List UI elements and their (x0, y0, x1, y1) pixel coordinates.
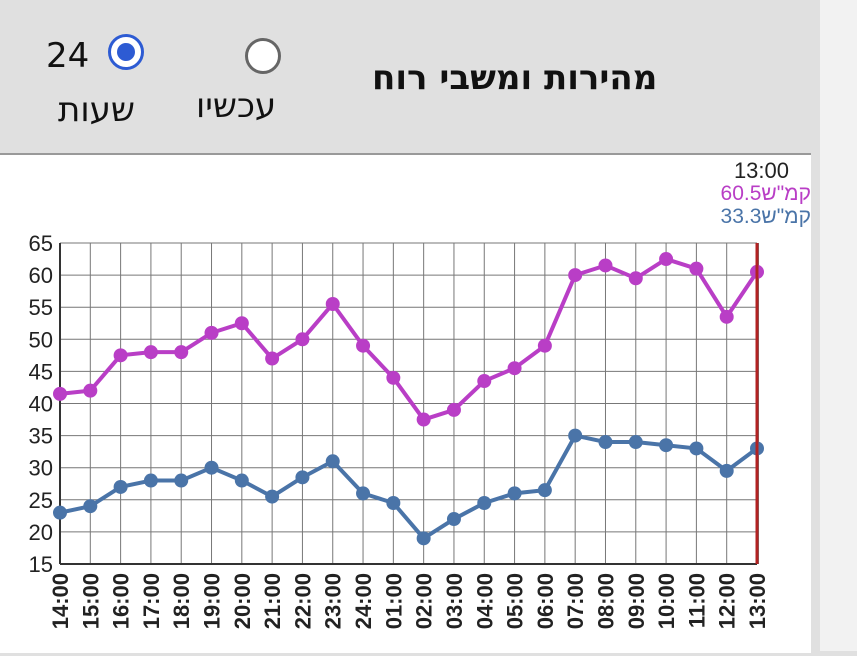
x-tick-label: 10:00 (654, 573, 679, 629)
radio-label-24h-hours[interactable]: שעות (58, 90, 135, 130)
radio-label-now[interactable]: עכשיו (196, 86, 277, 126)
x-tick-label: 09:00 (624, 573, 649, 629)
x-tick-label: 22:00 (290, 573, 315, 629)
current-gust-label: 60.5קמ"ש (721, 182, 811, 205)
chart-series (53, 243, 764, 564)
header-bar: מהירות ומשבי רוח עכשיו 24 שעות (0, 0, 820, 152)
page-title: מהירות ומשבי רוח (372, 58, 658, 98)
data-point (568, 268, 583, 283)
data-point (689, 261, 704, 276)
data-point (265, 489, 280, 504)
x-tick-label: 15:00 (78, 573, 103, 629)
x-tick-label: 13:00 (745, 573, 770, 629)
data-point (325, 454, 340, 469)
wind-chart: 65 60 55 50 45 40 35 30 25 20 15 14:00 15:00 16:00 17… (29, 158, 811, 629)
data-point (507, 486, 522, 501)
data-point (416, 531, 431, 546)
chart-grid (59, 242, 760, 565)
x-tick-label: 04:00 (472, 573, 497, 629)
x-axis-ticks: 14:00 15:00 16:00 17:00 18:00 19:00 20:00 21:00… (48, 573, 770, 629)
x-tick-label: 02:00 (412, 573, 437, 629)
series-line (59, 433, 759, 541)
data-point (659, 252, 674, 267)
scroll-strip (820, 0, 857, 651)
data-point (174, 345, 189, 360)
data-point (446, 512, 461, 527)
data-point (83, 383, 98, 398)
radio-button-now[interactable] (245, 38, 281, 74)
data-point (53, 386, 67, 401)
data-point (477, 496, 492, 511)
data-point (143, 345, 158, 360)
x-tick-label: 07:00 (563, 573, 588, 629)
x-tick-label: 01:00 (381, 573, 406, 629)
data-point (598, 435, 613, 450)
x-tick-label: 08:00 (593, 573, 618, 629)
chart-panel: 65 60 55 50 45 40 35 30 25 20 15 14:00 15:00 16:00 17… (0, 153, 811, 653)
data-point (204, 325, 219, 340)
y-tick-label: 30 (29, 456, 53, 481)
x-tick-label: 03:00 (442, 573, 467, 629)
data-point (568, 428, 583, 443)
x-tick-label: 16:00 (109, 573, 134, 629)
x-tick-label: 05:00 (503, 573, 528, 629)
y-tick-label: 55 (29, 295, 53, 320)
data-point (356, 486, 371, 501)
data-point (83, 499, 98, 514)
y-axis-ticks: 65 60 55 50 45 40 35 30 25 20 15 (29, 231, 53, 577)
x-tick-label: 24:00 (351, 573, 376, 629)
y-tick-label: 35 (29, 424, 53, 449)
current-speed-label: 33.3קמ"ש (721, 205, 811, 228)
y-tick-label: 45 (29, 359, 53, 384)
x-tick-label: 17:00 (139, 573, 164, 629)
data-point (386, 370, 401, 385)
x-tick-label: 06:00 (533, 573, 558, 629)
data-point (325, 296, 340, 311)
y-tick-label: 50 (29, 327, 53, 352)
data-point (234, 316, 249, 331)
data-point (113, 479, 128, 494)
data-point (659, 438, 674, 453)
data-point (174, 473, 189, 488)
radio-label-24h-number[interactable]: 24 (46, 36, 90, 76)
data-point (234, 473, 249, 488)
data-point (446, 402, 461, 417)
data-point (628, 435, 643, 450)
radio-button-24h[interactable] (108, 34, 144, 70)
data-point (204, 460, 219, 475)
x-tick-label: 20:00 (230, 573, 255, 629)
data-point (628, 271, 643, 286)
y-tick-label: 15 (29, 552, 53, 577)
x-tick-label: 14:00 (48, 573, 73, 629)
x-tick-label: 23:00 (321, 573, 346, 629)
data-point (386, 496, 401, 511)
data-point (295, 332, 310, 347)
data-point (265, 351, 280, 366)
data-point (719, 463, 734, 478)
data-point (598, 258, 613, 273)
y-tick-label: 20 (29, 520, 53, 545)
data-point (113, 348, 128, 363)
x-tick-label: 18:00 (169, 573, 194, 629)
x-tick-label: 11:00 (684, 573, 709, 628)
x-tick-label: 12:00 (715, 573, 740, 629)
data-point (53, 505, 67, 520)
y-tick-label: 25 (29, 488, 53, 513)
data-point (356, 338, 371, 353)
data-point (507, 361, 522, 376)
data-point (143, 473, 158, 488)
data-point (689, 441, 704, 456)
data-point (295, 470, 310, 485)
data-point (477, 374, 492, 389)
data-point (416, 412, 431, 427)
x-tick-label: 19:00 (200, 573, 225, 629)
data-point (537, 483, 552, 498)
y-tick-label: 65 (29, 231, 53, 256)
y-tick-label: 60 (29, 263, 53, 288)
y-tick-label: 40 (29, 392, 53, 417)
data-point (537, 338, 552, 353)
current-time-label: 13:00 (734, 158, 789, 183)
x-tick-label: 21:00 (260, 573, 285, 629)
data-point (719, 309, 734, 324)
